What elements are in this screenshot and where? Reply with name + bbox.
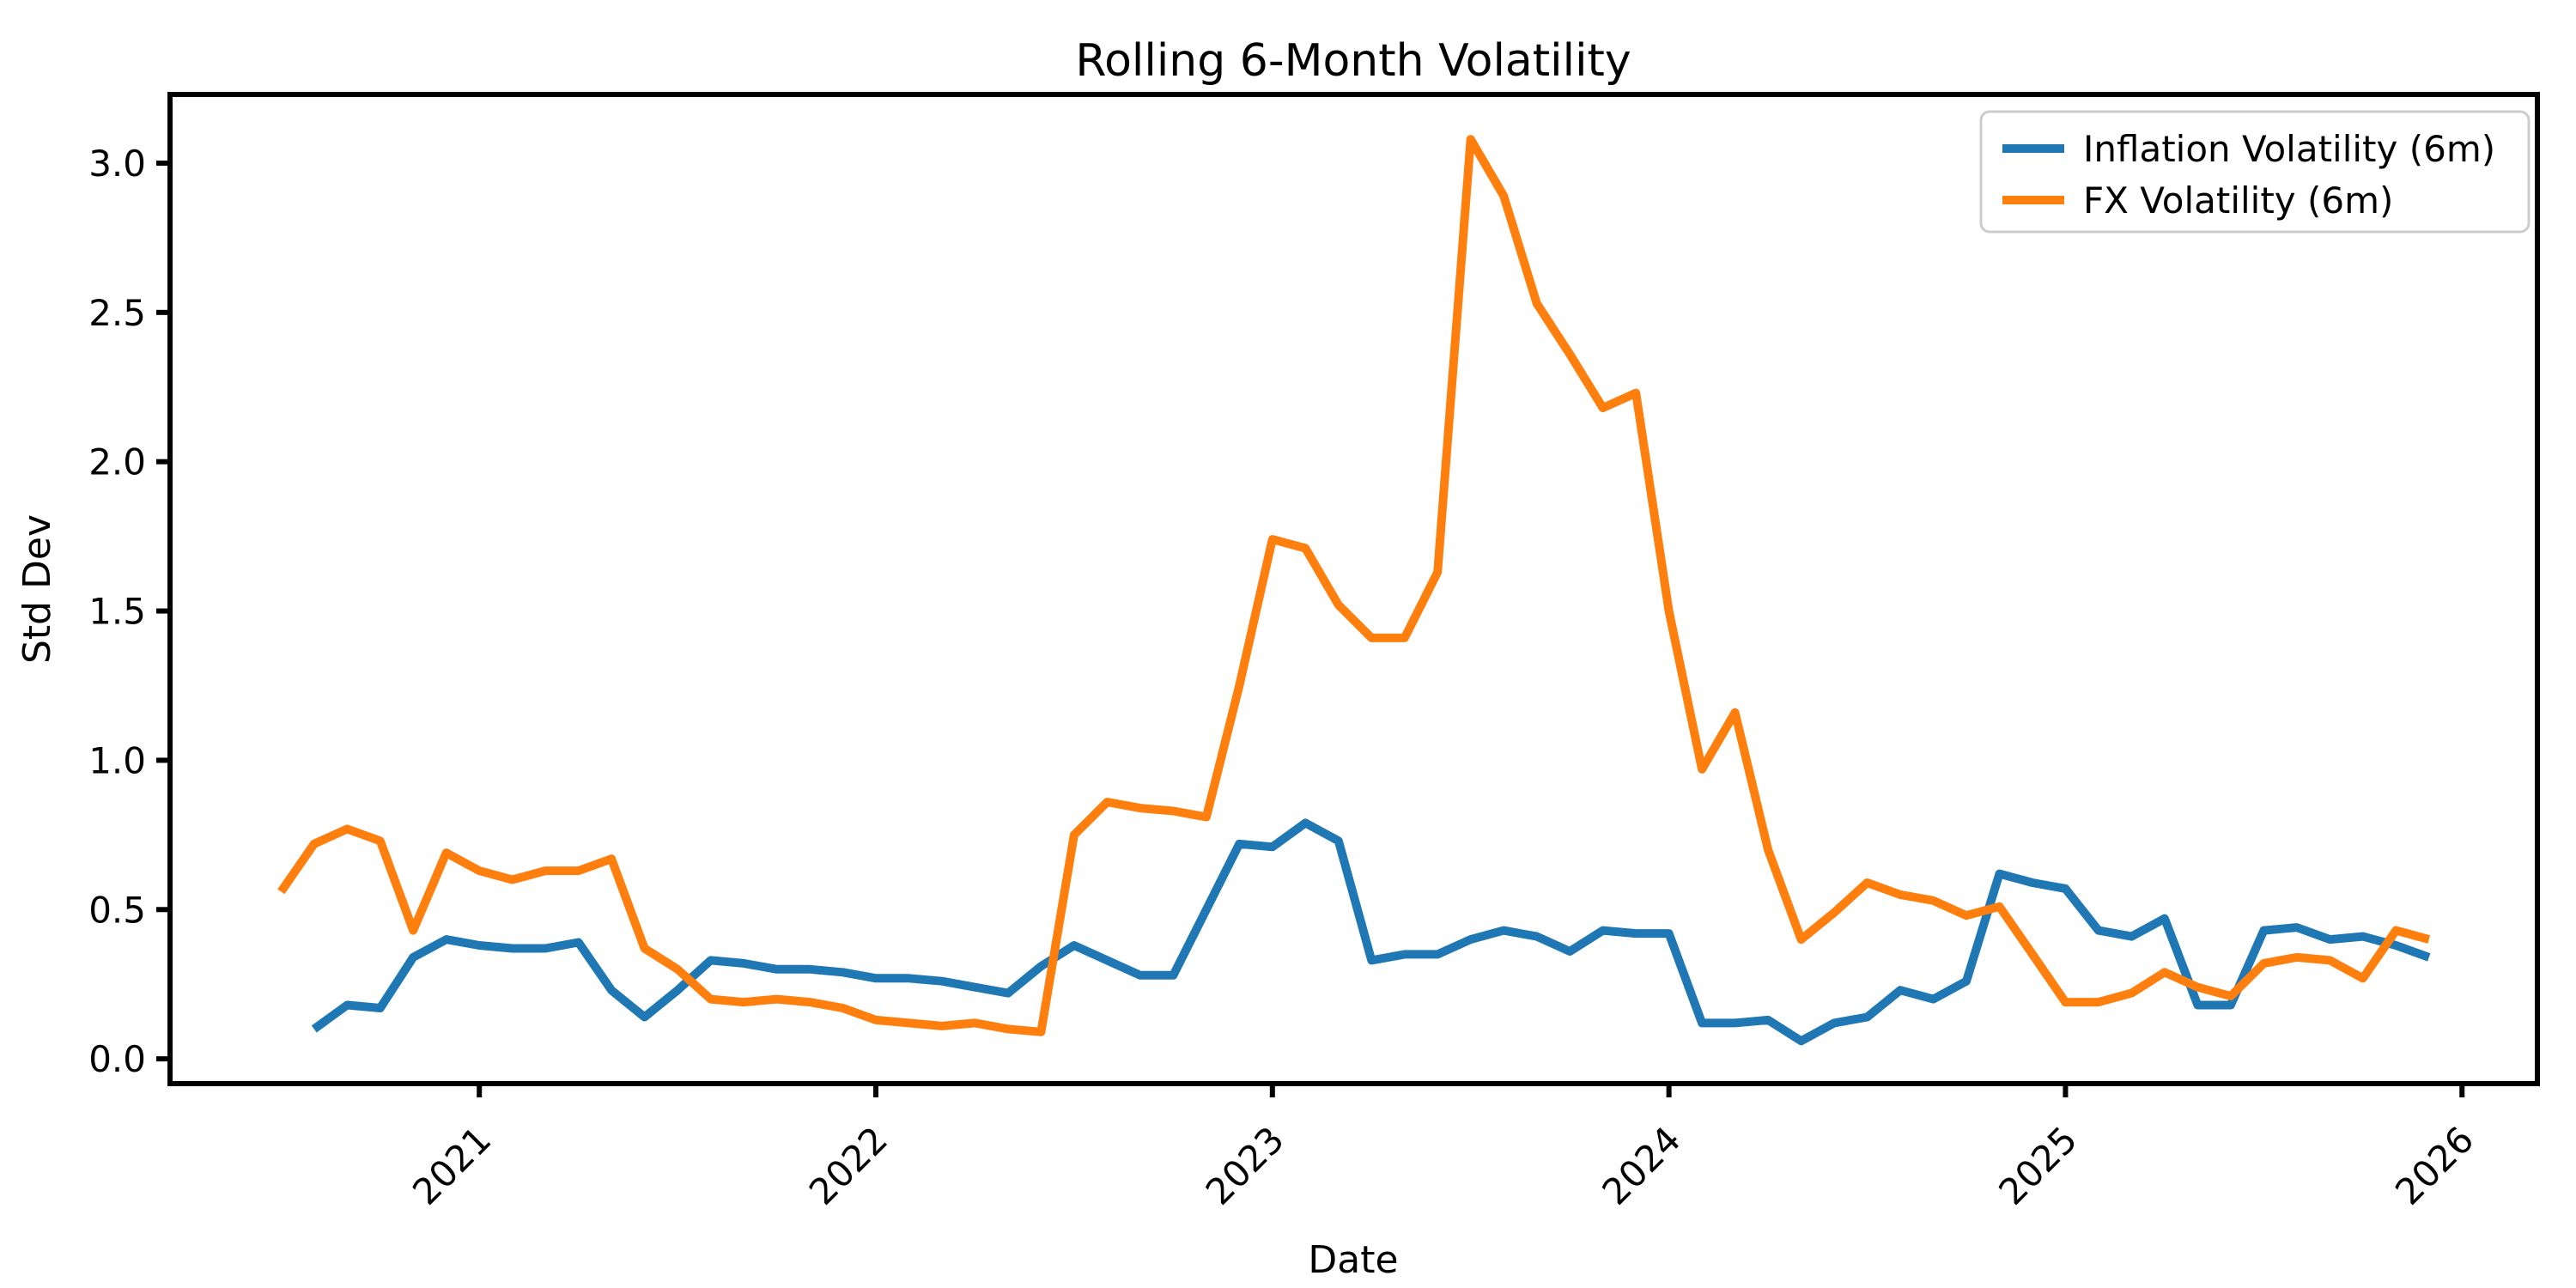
- x-tick-label: 2023: [1198, 1118, 1292, 1212]
- y-tick-label: 2.0: [88, 441, 146, 483]
- chart-title: Rolling 6-Month Volatility: [1075, 35, 1631, 87]
- legend-label-inflation: Inflation Volatility (6m): [2083, 128, 2495, 170]
- y-tick-label: 3.0: [88, 143, 146, 185]
- x-tick-label: 2025: [1990, 1118, 2085, 1212]
- series-lines: [277, 135, 2431, 1046]
- plot-area-frame: [167, 92, 2540, 1086]
- x-axis-label: Date: [1308, 1238, 1398, 1282]
- legend-label-fx: FX Volatility (6m): [2083, 179, 2393, 222]
- y-axis-ticks: 0.0 0.5 1.0 1.5 2.0 2.5 3.0: [88, 143, 170, 1080]
- y-tick-label: 1.0: [88, 739, 146, 781]
- legend: Inflation Volatility (6m) FX Volatility …: [1979, 110, 2530, 234]
- x-axis-ticks: 2021 2022 2023 2024 2025 2026: [404, 1084, 2482, 1213]
- x-tick-label: 2024: [1594, 1118, 1688, 1212]
- legend-box: [1979, 110, 2530, 234]
- y-tick-label: 0.0: [88, 1038, 146, 1080]
- y-tick-label: 0.5: [88, 889, 146, 931]
- y-axis-label: Std Dev: [15, 514, 59, 664]
- x-tick-label: 2026: [2387, 1118, 2482, 1212]
- x-tick-label: 2022: [801, 1118, 896, 1212]
- y-tick-label: 1.5: [88, 591, 146, 633]
- y-tick-label: 2.5: [88, 292, 146, 334]
- series-line-inflation: [311, 818, 2431, 1046]
- series-line-fx: [277, 135, 2431, 1036]
- x-tick-label: 2021: [404, 1118, 499, 1212]
